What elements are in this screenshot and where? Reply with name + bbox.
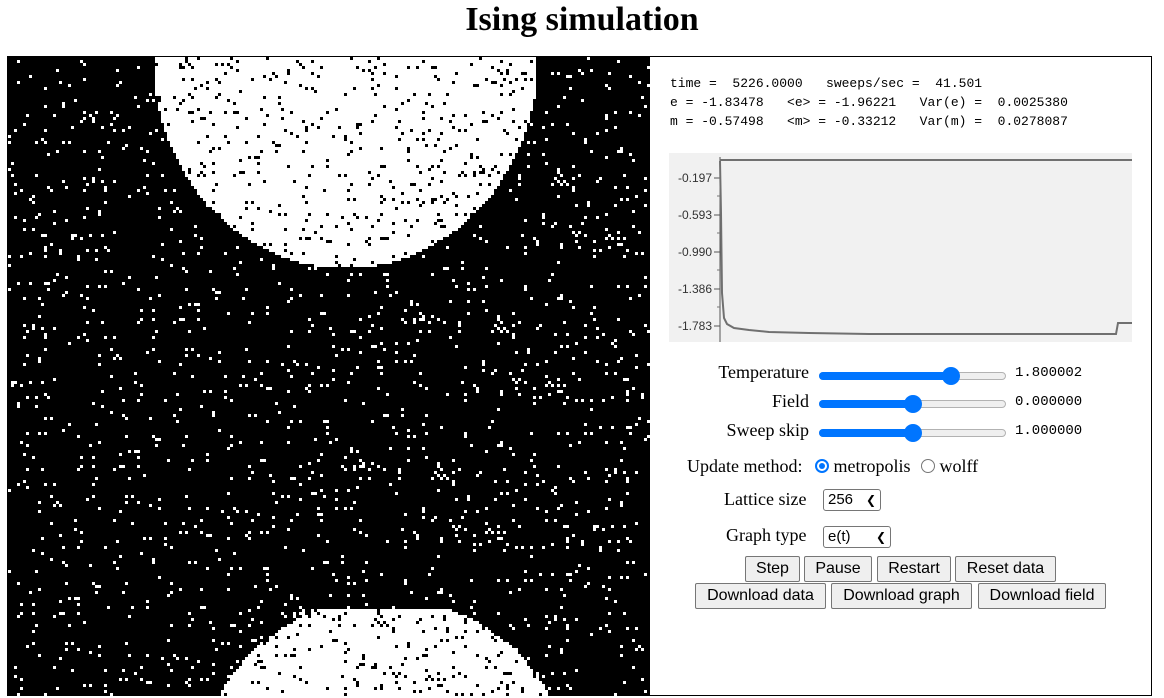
field-slider-thumb[interactable]	[904, 395, 922, 413]
lattice-size-select[interactable]: 256 ❮	[823, 489, 881, 511]
temperature-slider[interactable]	[819, 365, 1006, 385]
stats-readout: time = 5226.0000 sweeps/sec = 41.501 e = …	[670, 74, 1068, 131]
y-tick-label: -1.386	[678, 282, 712, 296]
radio-metropolis[interactable]	[814, 459, 829, 473]
energy-graph: -0.197 -0.593 -0.990 -1.386 -1.783	[669, 153, 1132, 342]
chevron-down-icon: ❮	[875, 530, 886, 544]
sweep-skip-value: 1.000000	[1015, 423, 1083, 439]
download-field-button[interactable]: Download field	[978, 583, 1106, 609]
temperature-label: Temperature	[718, 362, 809, 382]
energy-graph-svg: -0.197 -0.593 -0.990 -1.386 -1.783	[678, 157, 1132, 342]
chevron-down-icon: ❮	[865, 493, 876, 507]
graph-type-select[interactable]: e(t) ❮	[823, 526, 891, 548]
field-slider[interactable]	[819, 393, 1006, 413]
y-tick-label: -0.197	[678, 171, 712, 185]
update-method-group: Update method: metropolis wolff	[687, 456, 978, 477]
field-slider-fill	[819, 400, 913, 408]
readout-line-magnetization: m = -0.57498 <m> = -0.33212 Var(m) = 0.0…	[670, 114, 1068, 129]
temperature-slider-thumb[interactable]	[942, 367, 960, 385]
sweep-skip-label: Sweep skip	[726, 420, 810, 440]
readout-line-time: time = 5226.0000 sweeps/sec = 41.501	[670, 76, 983, 91]
radio-wolff-label[interactable]: wolff	[939, 456, 979, 476]
reset-data-button[interactable]: Reset data	[955, 556, 1056, 582]
y-tick-label: -0.593	[678, 208, 712, 222]
field-label: Field	[771, 391, 809, 411]
temperature-value: 1.800002	[1015, 365, 1083, 381]
graph-ticks	[714, 177, 720, 327]
field-value: 0.000000	[1015, 394, 1083, 410]
sweep-skip-slider[interactable]	[819, 422, 1006, 442]
update-method-label: Update method:	[687, 456, 803, 476]
lattice-size-value: 256	[828, 491, 854, 508]
download-data-button[interactable]: Download data	[695, 583, 826, 609]
lattice-canvas[interactable]	[8, 57, 650, 696]
y-tick-label: -0.990	[678, 245, 712, 259]
y-tick-label: -1.783	[678, 319, 712, 333]
restart-button[interactable]: Restart	[877, 556, 951, 582]
sweep-skip-slider-thumb[interactable]	[904, 424, 922, 442]
lattice-size-label: Lattice size	[724, 489, 807, 509]
graph-type-label: Graph type	[726, 525, 807, 545]
sweep-skip-slider-fill	[819, 429, 913, 437]
temperature-slider-fill	[819, 372, 951, 380]
pause-button[interactable]: Pause	[804, 556, 872, 582]
readout-line-energy: e = -1.83478 <e> = -1.96221 Var(e) = 0.0…	[670, 95, 1068, 110]
step-button[interactable]: Step	[745, 556, 800, 582]
download-graph-button[interactable]: Download graph	[831, 583, 972, 609]
radio-metropolis-label[interactable]: metropolis	[833, 456, 911, 476]
graph-type-value: e(t)	[828, 528, 851, 545]
radio-wolff[interactable]	[920, 459, 935, 473]
page-title: Ising simulation	[465, 1, 699, 38]
energy-series-line	[719, 160, 1132, 335]
